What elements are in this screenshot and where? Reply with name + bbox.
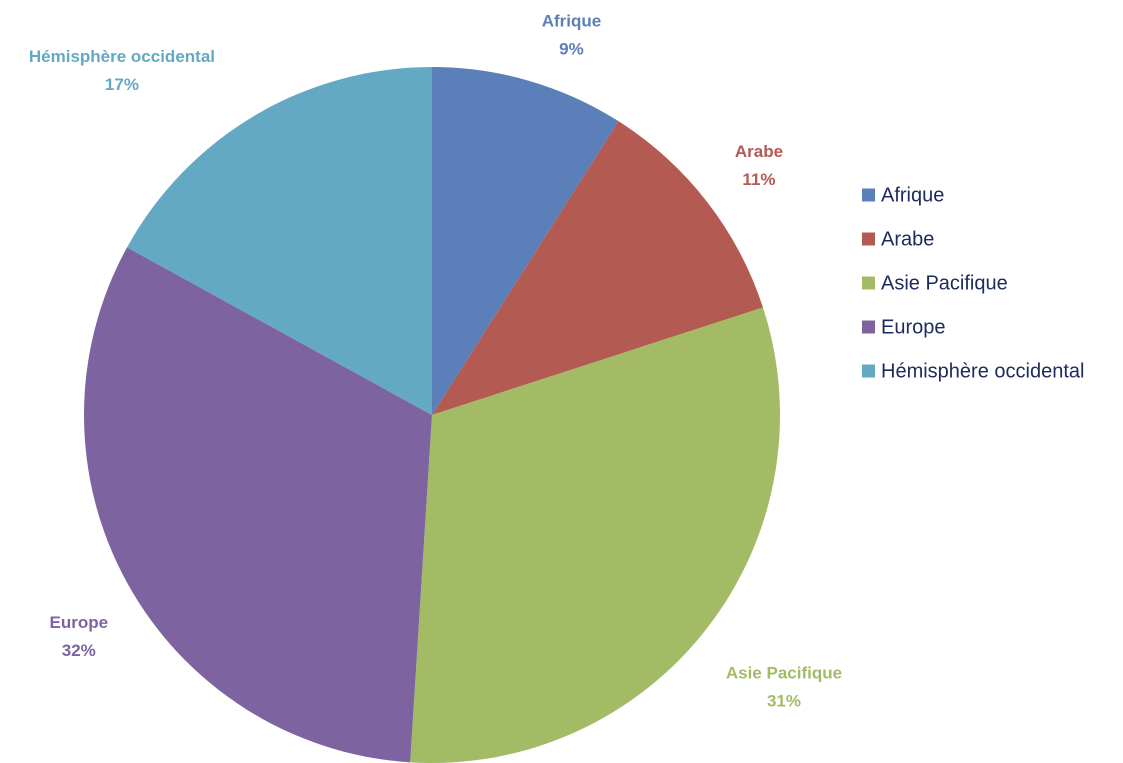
legend-label: Afrique	[881, 184, 944, 206]
data-label-name: Arabe	[735, 142, 783, 161]
legend-swatch	[862, 188, 875, 202]
pie-slice	[432, 67, 619, 415]
data-label-value: 31%	[767, 691, 801, 710]
data-label-name: Afrique	[542, 12, 602, 31]
legend-label: Asie Pacifique	[881, 272, 1008, 294]
legend-swatch	[862, 320, 875, 334]
legend-swatch	[862, 232, 875, 246]
data-label-value: 11%	[742, 170, 775, 189]
data-label-value: 17%	[105, 75, 139, 94]
legend-label: Hémisphère occidental	[881, 360, 1084, 382]
data-label-name: Europe	[49, 613, 108, 632]
pie-slice	[432, 121, 763, 415]
pie-slice	[127, 67, 432, 415]
data-label-value: 32%	[62, 641, 96, 660]
legend-swatch	[862, 276, 875, 290]
pie-slice	[410, 307, 780, 763]
data-label-name: Hémisphère occidental	[29, 47, 215, 66]
legend-label: Europe	[881, 316, 946, 338]
legend-swatch	[862, 364, 875, 378]
pie-slice	[83, 247, 433, 763]
data-label-value: 9%	[559, 40, 584, 59]
legend: Afrique Arabe Asie Pacifique Europe Hémisphè…	[862, 184, 1084, 382]
data-label-name: Asie Pacifique	[726, 663, 842, 682]
legend-label: Arabe	[881, 228, 934, 250]
